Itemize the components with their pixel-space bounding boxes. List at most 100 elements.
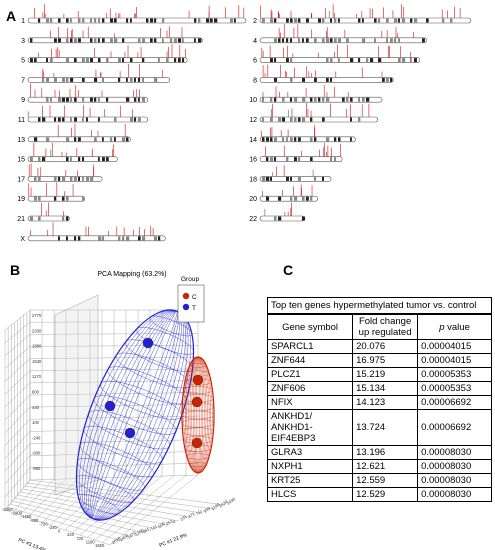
gene-cell: SPARCL1 xyxy=(266,339,354,354)
chromosome-band xyxy=(386,38,388,43)
chromosome-band xyxy=(102,157,105,162)
chromosome-band xyxy=(82,18,85,23)
chromosome-band xyxy=(30,216,34,221)
chromosome-band xyxy=(262,176,266,181)
chromosome-band xyxy=(230,18,233,23)
pc2-tick-label: 100 xyxy=(32,420,40,425)
chromosome-band xyxy=(290,58,293,63)
chromosome-band xyxy=(98,58,101,63)
chromosome-band xyxy=(70,77,74,82)
grid-line xyxy=(29,427,199,432)
grid-line xyxy=(64,477,127,531)
chromosome-band xyxy=(338,38,341,43)
chromosome-band xyxy=(282,97,285,102)
chromosome-label: 15 xyxy=(17,157,25,164)
chromosome-band xyxy=(162,18,165,23)
chromosome-band xyxy=(74,176,77,181)
pc1-tick-label: 959 xyxy=(203,505,212,513)
chromosome-label: 8 xyxy=(253,77,257,84)
chromosome-band xyxy=(82,77,85,82)
chromosome-band xyxy=(290,97,293,102)
chromosome-band xyxy=(126,18,129,23)
chromosome-band xyxy=(326,97,330,102)
chromosome-band xyxy=(322,117,325,122)
chromosome-1: 1 xyxy=(21,4,247,25)
chromosome-band xyxy=(154,77,158,82)
chromosome-label: 14 xyxy=(249,137,257,144)
chromosome-band xyxy=(54,196,57,201)
chromosome-band xyxy=(82,117,84,122)
chromosome-band xyxy=(398,58,401,63)
gene-cell: ANKHD1/ ANKHD1-EIF4EBP3 xyxy=(266,409,354,446)
chromosome-band xyxy=(66,196,69,201)
chromosome-label: 3 xyxy=(21,38,25,45)
table-row: NFIX 14.123 0.00006692 xyxy=(266,395,492,410)
chromosome-band xyxy=(178,38,182,43)
chromosome-body xyxy=(27,235,166,242)
chromosome-11: 11 xyxy=(18,104,149,124)
grid-line xyxy=(27,478,67,518)
chromosome-band xyxy=(274,18,277,23)
chromosome-band xyxy=(282,117,285,122)
chromosome-band xyxy=(298,18,301,23)
chromosome-band xyxy=(46,58,49,63)
fold-cell: 15.219 xyxy=(352,367,419,382)
chromosome-band xyxy=(294,18,298,23)
chromosome-band xyxy=(58,97,62,102)
chromosome-band xyxy=(374,18,377,23)
grid-line xyxy=(4,382,31,408)
chromosome-band xyxy=(274,77,277,82)
chromosome-band xyxy=(34,137,38,142)
chromosome-band xyxy=(326,77,329,82)
grid-line xyxy=(19,479,55,516)
table-row: KRT25 12.559 0.00008030 xyxy=(266,473,492,488)
pc1-tick-label: -1470 xyxy=(125,530,137,541)
chromosome-band xyxy=(70,157,72,162)
ellipsoid-mesh xyxy=(107,366,187,405)
pc3-tick-label: 1650 xyxy=(95,543,105,548)
chromosome-band xyxy=(58,18,61,23)
fold-cell: 15.134 xyxy=(352,381,419,396)
legend-box xyxy=(177,284,205,323)
chromosome-band xyxy=(358,58,361,63)
chromosome-band xyxy=(298,38,300,43)
pc1-axis-label: PC #1 22.9% xyxy=(159,532,189,549)
pca-title: PCA Mapping (63.2%) xyxy=(97,271,166,278)
header-gene-symbol: Gene symbol xyxy=(266,314,354,340)
chromosome-band xyxy=(82,176,84,181)
chromosome-label: 4 xyxy=(253,38,257,45)
grid-line xyxy=(12,500,145,534)
pc3-tick-label: -960 xyxy=(30,518,39,523)
grid-line xyxy=(29,451,199,456)
chromosome-band xyxy=(314,38,317,43)
chromosome-13: 13 xyxy=(17,123,131,144)
ellipsoid-mesh xyxy=(100,380,182,420)
chromosome-label: 16 xyxy=(249,157,257,164)
chromosome-band xyxy=(274,137,278,142)
table-row: PLCZ1 15.219 0.00005353 xyxy=(266,367,492,382)
chromosome-label: 13 xyxy=(17,137,25,144)
chromosome-band xyxy=(314,97,317,102)
chromosome-band xyxy=(90,58,94,63)
pc3-tick-label: -2450 xyxy=(2,507,13,512)
chromosome-band xyxy=(330,38,333,43)
chromosome-band xyxy=(450,18,453,23)
chromosome-band xyxy=(66,216,69,221)
grid-line xyxy=(4,334,31,356)
chromosome-band xyxy=(118,236,121,241)
chromosome-band xyxy=(414,58,417,63)
fold-cell: 20.076 xyxy=(352,339,419,354)
chromosome-label: 2 xyxy=(253,18,257,25)
chromosome-body xyxy=(27,195,85,202)
pc1-tick-label: -1860 xyxy=(117,533,129,544)
chromosome-band xyxy=(150,38,153,43)
fold-cell: 14.123 xyxy=(352,395,419,410)
chromosome-band xyxy=(34,176,37,181)
fold-cell: 12.621 xyxy=(352,459,419,474)
chromosome-body xyxy=(27,116,149,123)
pca-plot: PCA Mapping (63.2%) Group CT 2770 2330 1880 15… xyxy=(2,271,237,550)
ellipsoid-mesh xyxy=(189,363,207,368)
chromosome-22: 22 xyxy=(249,202,306,223)
grid-line xyxy=(4,443,31,472)
